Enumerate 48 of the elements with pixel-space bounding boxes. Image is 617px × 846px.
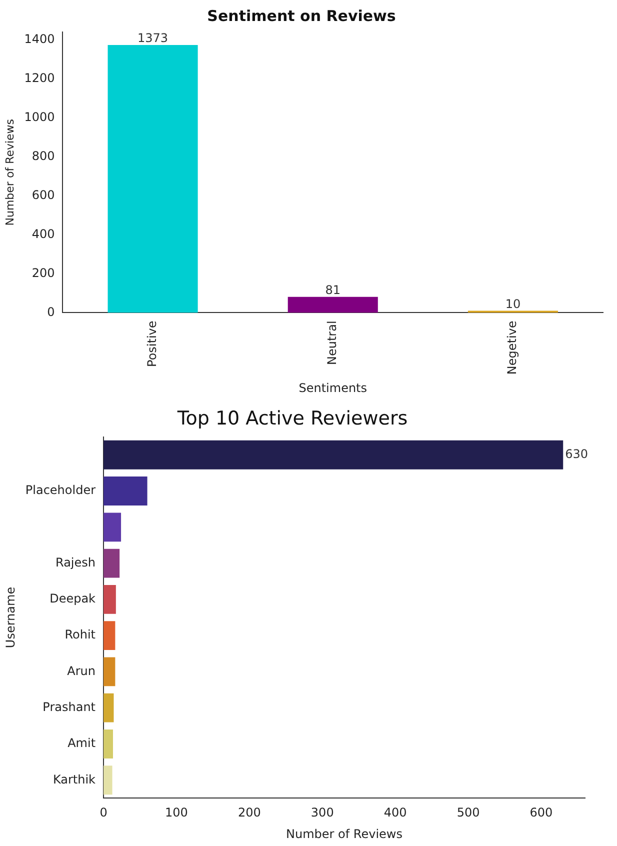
- x-tick-label: Positive: [144, 320, 159, 367]
- y-tick-label: 800: [32, 148, 55, 163]
- x-tick-label: 0: [100, 806, 108, 820]
- y-tick-label: 600: [32, 188, 55, 202]
- data-label: 1373: [138, 31, 168, 46]
- y-tick-label: Prashant: [42, 700, 96, 714]
- data-label: 630: [565, 446, 588, 461]
- bar: [104, 766, 112, 795]
- x-tick-label: 500: [456, 806, 480, 820]
- chart-title: Sentiment on Reviews: [207, 6, 396, 25]
- y-tick-label: Karthik: [52, 772, 96, 786]
- data-label: 81: [325, 283, 341, 298]
- x-tick-label: Neutral: [324, 320, 339, 366]
- y-tick-label: Rohit: [64, 628, 96, 642]
- x-tick-label: 300: [310, 806, 334, 820]
- x-tick-label: Negetive: [505, 320, 520, 375]
- x-axis-title: Sentiments: [298, 380, 368, 395]
- y-tick-label: 400: [32, 226, 55, 241]
- y-tick-label: Arun: [67, 664, 96, 678]
- y-tick-label: Rajesh: [56, 555, 96, 570]
- bar: [104, 548, 120, 578]
- y-tick-label: Deepak: [50, 592, 96, 606]
- y-axis-title: Username: [3, 586, 18, 648]
- y-axis-title: Number of Reviews: [3, 118, 16, 226]
- x-tick-label: 200: [238, 806, 261, 820]
- bar: [104, 584, 116, 614]
- y-tick-label: Amit: [68, 736, 96, 750]
- y-tick-label: 200: [32, 266, 55, 280]
- y-tick-label: 0: [47, 304, 55, 319]
- chart-title: Top 10 Active Reviewers: [176, 407, 408, 430]
- bar: [104, 621, 116, 650]
- y-tick-label: 1200: [24, 70, 55, 85]
- bar: [104, 693, 114, 722]
- bar: [104, 657, 116, 686]
- bar: [104, 476, 148, 506]
- x-tick-label: 100: [165, 806, 188, 820]
- bar: [108, 45, 198, 313]
- data-label: 10: [505, 296, 521, 311]
- y-tick-label: 1400: [24, 32, 55, 46]
- x-tick-label: 600: [530, 806, 553, 820]
- y-tick-label: Placeholder: [25, 483, 96, 498]
- bar: [104, 730, 114, 758]
- bar: [288, 296, 378, 313]
- x-axis-title: Number of Reviews: [286, 826, 402, 841]
- bar: [104, 512, 122, 542]
- x-tick-label: 400: [384, 806, 407, 820]
- y-tick-label: 1000: [24, 110, 55, 124]
- bar: [104, 440, 564, 470]
